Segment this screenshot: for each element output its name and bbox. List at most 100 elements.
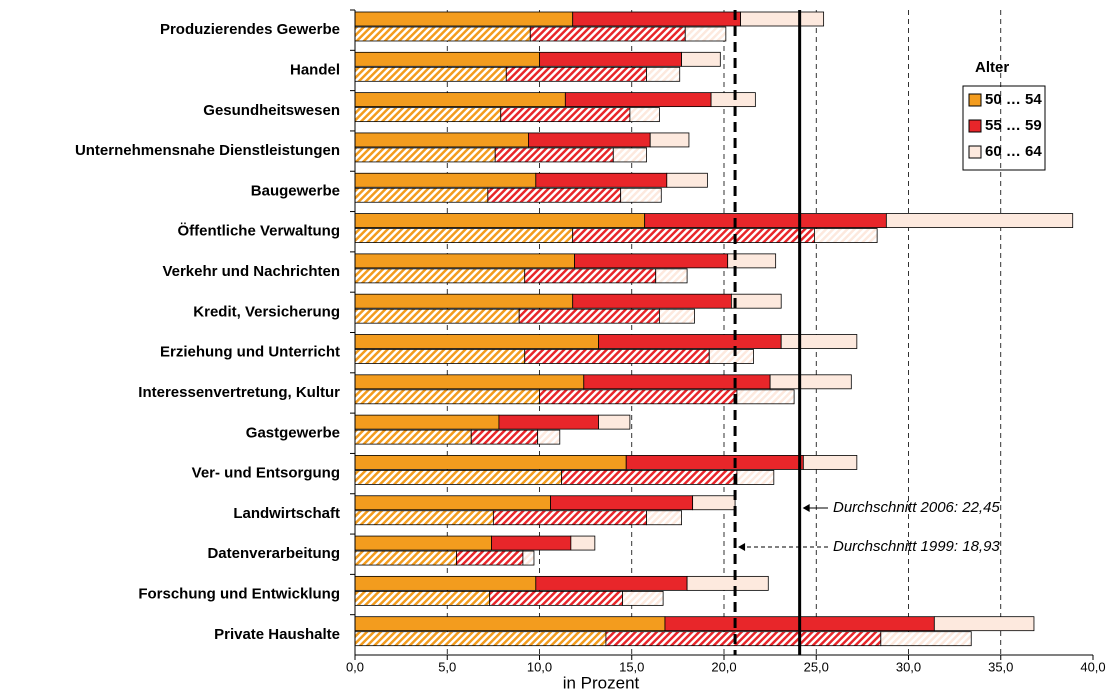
bar-segment [570,535,596,551]
bar-segment [736,470,775,485]
bar-segment [598,334,782,349]
bar-segment [354,616,666,632]
bar-segment [622,590,664,606]
bar-segment [646,510,682,526]
x-tick-label: 20,0 [711,659,736,674]
bar-segment [354,107,502,123]
bar-segment [692,495,736,511]
bar-segment [354,268,526,284]
bar-segment [492,510,647,526]
category-label: Erziehung und Unterricht [160,344,340,361]
arrow-head [738,543,746,551]
category-label: Datenverarbeitung [207,545,340,562]
x-tick-label: 40,0 [1080,659,1105,674]
bar-segment [522,550,535,566]
bar-segment [780,334,858,349]
bar-segment [528,132,651,148]
legend-title: Alter [975,59,1009,76]
bar-segment [708,349,754,364]
arrow-head [802,504,810,512]
bar-segment [880,631,972,647]
bar-segment [681,51,721,67]
bar-segment [505,66,647,82]
bar-segment [489,590,623,606]
bar-segment [470,429,539,445]
bar-segment [354,308,520,324]
bar-segment [583,374,771,390]
bar-segment [524,349,710,364]
bar-segment [498,414,599,430]
category-label: Handel [290,61,340,78]
bar-segment [524,268,657,284]
bar-segment [539,51,682,67]
bar-segment [354,535,492,551]
bar-segment [354,389,540,405]
bar-segment [598,414,631,430]
x-tick-label: 0,0 [346,659,364,674]
bar-segment [500,107,631,123]
bar-segment [529,26,686,42]
bar-segment [629,107,660,123]
bar-segment [354,550,457,566]
bar-segment [625,455,804,470]
bar-segment [605,631,882,647]
bar-segment [354,575,537,591]
bar-segment [659,308,695,324]
bar-segment [574,253,729,269]
bar-segment [561,470,738,485]
bar-segment [612,147,647,163]
category-label: Öffentliche Verwaltung [177,223,340,240]
category-label: Produzierendes Gewerbe [160,21,340,38]
category-label: Gesundheitswesen [203,102,340,119]
bar-segment [494,147,614,163]
bar-segment [354,147,496,163]
bar-segment [354,510,494,526]
bar-segment [666,172,708,188]
bar-segment [933,616,1035,632]
x-tick-label: 30,0 [896,659,921,674]
legend-label: 60 … 64 [985,143,1042,160]
bar-segment [354,92,566,108]
legend-swatch [968,93,982,107]
bar-segment [572,228,815,243]
bar-segment [537,429,561,445]
legend-swatch [968,145,982,159]
bar-segment [354,132,529,148]
bar-segment [802,455,858,470]
category-label: Baugewerbe [251,182,340,199]
category-label: Forschung und Entwicklung [138,586,340,603]
category-label: Verkehr und Nachrichten [162,263,340,280]
bar-segment [620,187,662,203]
bar-segment [518,308,660,324]
bar-segment [740,11,825,27]
bar-segment [354,213,646,228]
category-label: Landwirtschaft [233,505,340,522]
bar-segment [769,374,852,390]
category-label: Unternehmensnahe Dienstleistungen [75,142,340,159]
bar-segment [885,213,1074,228]
x-tick-label: 10,0 [527,659,552,674]
bar-segment [730,293,782,309]
bar-segment [539,389,738,405]
bar-segment [354,51,540,67]
bar-segment [686,575,769,591]
bar-segment [727,253,777,269]
bar-segment [354,631,607,647]
x-tick-label: 35,0 [988,659,1013,674]
annotation: Durchschnitt 1999: 18,93 [833,538,1000,555]
bar-segment [644,213,887,228]
x-axis-label: in Prozent [563,673,640,691]
bar-segment [354,470,563,485]
category-label: Kredit, Versicherung [193,303,340,320]
bar-segment [550,495,694,511]
bar-segment [354,26,531,42]
bar-segment [684,26,727,42]
x-tick-label: 15,0 [619,659,644,674]
x-tick-label: 5,0 [438,659,456,674]
bar-segment [649,132,690,148]
bar-segment [354,374,585,390]
bar-segment [354,172,537,188]
bar-segment [354,414,500,430]
bar-segment [456,550,524,566]
